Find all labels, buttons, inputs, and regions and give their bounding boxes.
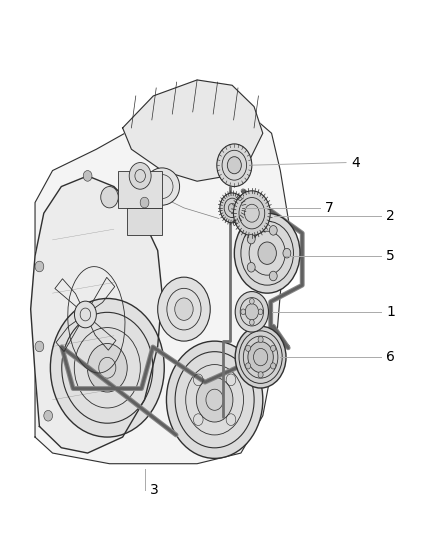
Circle shape [250, 319, 254, 325]
Circle shape [196, 377, 233, 422]
Circle shape [35, 341, 44, 352]
Circle shape [247, 235, 255, 244]
Text: 4: 4 [351, 156, 360, 169]
Polygon shape [31, 176, 162, 453]
Circle shape [250, 298, 254, 304]
Circle shape [35, 261, 44, 272]
Bar [127, 208, 162, 235]
Circle shape [44, 410, 53, 421]
Circle shape [166, 341, 263, 458]
Circle shape [245, 304, 258, 320]
Circle shape [227, 157, 241, 174]
Circle shape [235, 292, 268, 332]
Circle shape [241, 309, 246, 314]
Circle shape [83, 171, 92, 181]
Circle shape [283, 248, 291, 258]
Ellipse shape [145, 168, 180, 205]
Circle shape [269, 271, 277, 281]
Circle shape [140, 197, 149, 208]
Circle shape [129, 163, 151, 189]
Circle shape [234, 213, 300, 293]
Circle shape [258, 336, 263, 343]
Polygon shape [123, 80, 263, 181]
Text: 3: 3 [150, 483, 159, 497]
Text: 6: 6 [386, 350, 395, 364]
Circle shape [246, 363, 251, 369]
Circle shape [175, 298, 193, 320]
Circle shape [74, 301, 96, 328]
Text: 5: 5 [386, 249, 395, 263]
Polygon shape [35, 96, 289, 464]
Circle shape [258, 372, 263, 378]
Text: 2: 2 [386, 209, 395, 223]
Circle shape [248, 342, 273, 373]
Circle shape [50, 298, 164, 437]
Circle shape [101, 187, 118, 208]
Circle shape [246, 345, 251, 351]
Circle shape [223, 208, 232, 219]
Circle shape [258, 309, 263, 314]
Circle shape [220, 193, 244, 223]
Circle shape [271, 345, 276, 351]
Circle shape [271, 363, 276, 369]
Circle shape [258, 242, 276, 264]
Circle shape [269, 225, 277, 235]
Text: 1: 1 [386, 305, 395, 319]
Circle shape [158, 277, 210, 341]
Text: 7: 7 [325, 201, 334, 215]
Circle shape [87, 344, 127, 392]
Circle shape [247, 262, 255, 272]
Circle shape [235, 326, 286, 388]
Circle shape [229, 204, 236, 212]
Circle shape [233, 191, 270, 236]
Bar [118, 171, 162, 208]
Circle shape [217, 144, 252, 187]
